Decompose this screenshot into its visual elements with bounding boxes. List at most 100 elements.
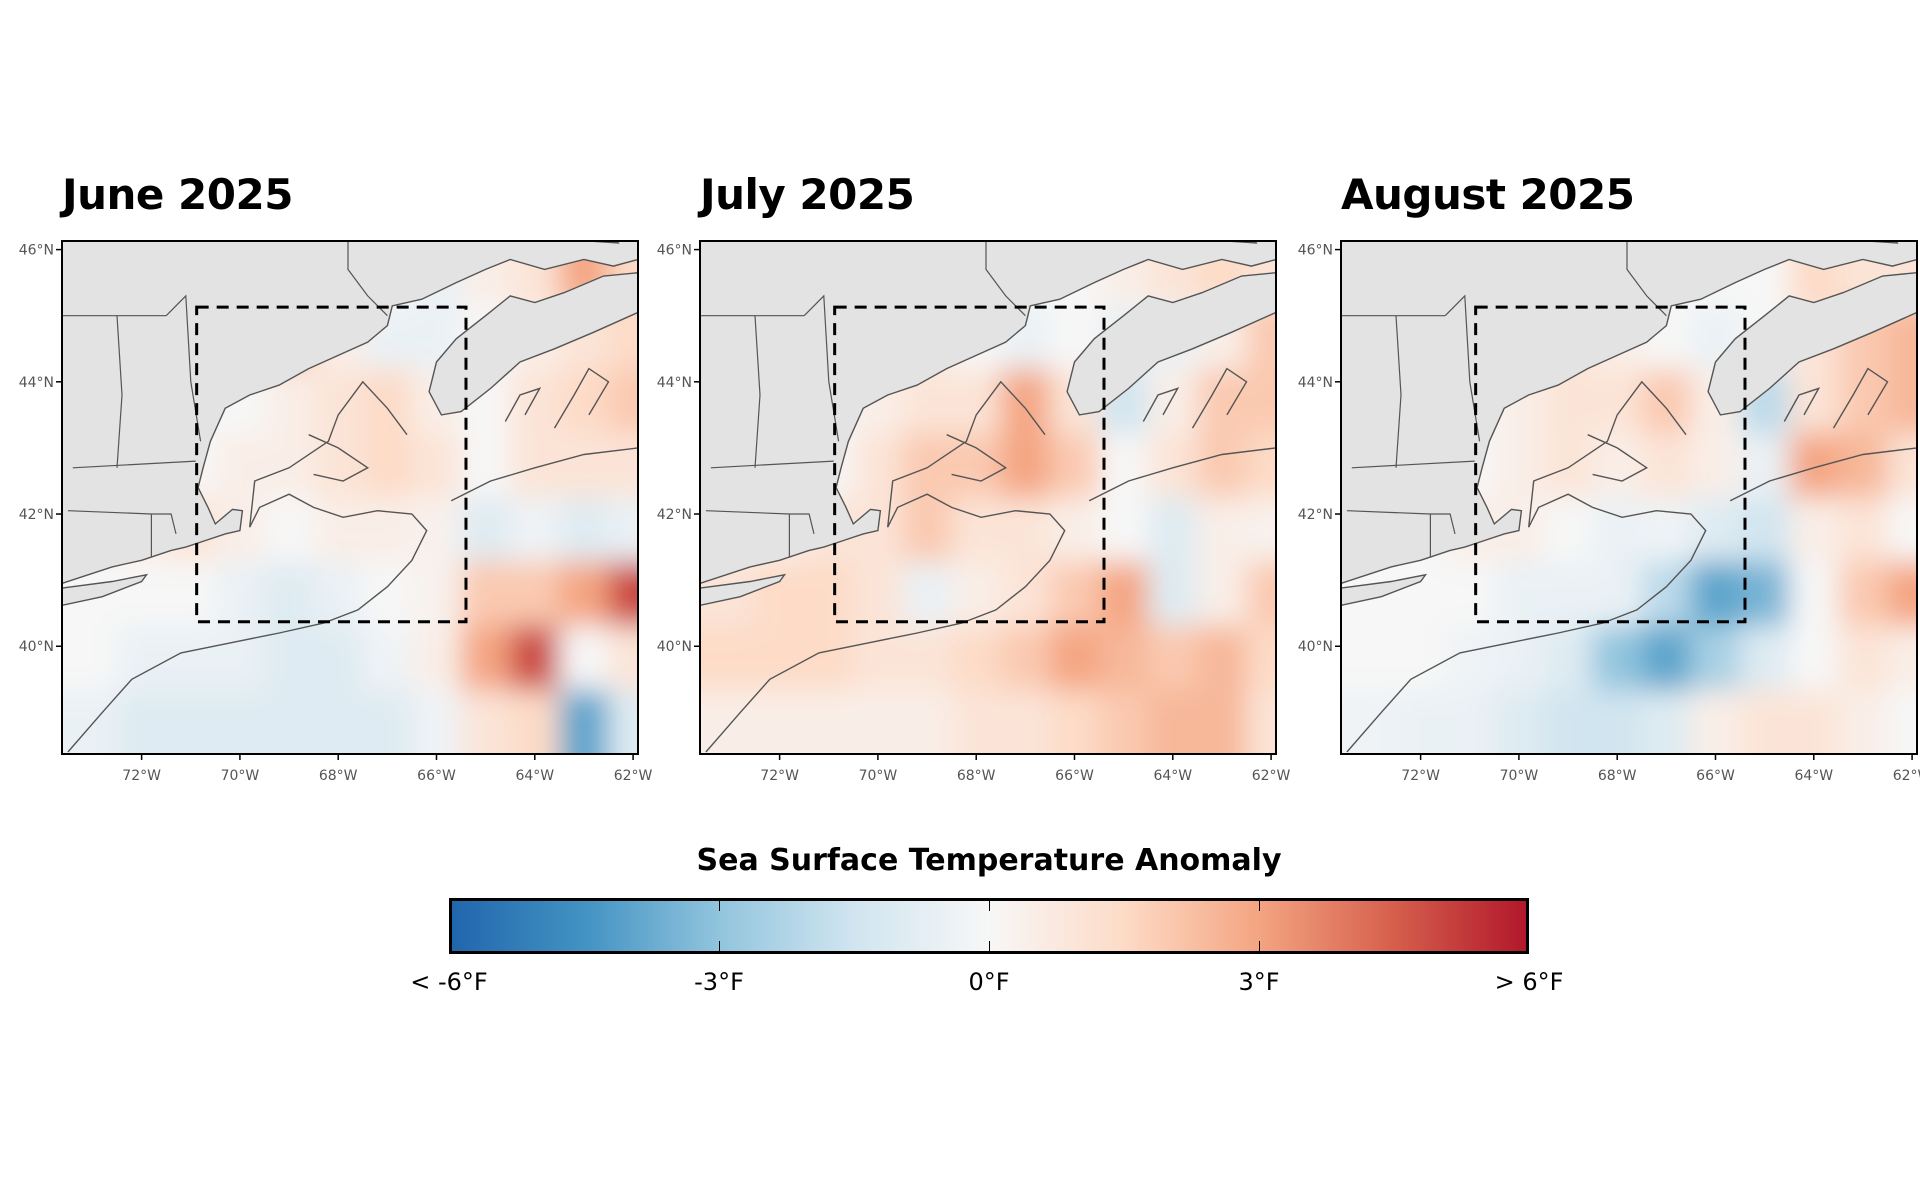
panel-title-august: August 2025 bbox=[1341, 170, 1635, 219]
heat-cell bbox=[1838, 433, 1889, 499]
heat-cell bbox=[608, 433, 638, 499]
lon-tick-label: 66°W bbox=[417, 768, 456, 784]
heat-cell bbox=[1690, 625, 1742, 691]
state-border bbox=[67, 510, 177, 535]
heat-cell bbox=[1838, 497, 1889, 563]
heat-cell bbox=[1543, 625, 1594, 691]
heat-cell bbox=[804, 561, 855, 627]
heat-cell bbox=[1049, 497, 1101, 563]
heat-cell bbox=[1740, 433, 1791, 499]
state-border bbox=[754, 315, 761, 468]
heat-cell bbox=[804, 689, 855, 754]
heat-cell bbox=[608, 497, 638, 563]
heat-cell bbox=[559, 433, 610, 499]
heat-cell bbox=[510, 689, 561, 754]
heat-cell bbox=[559, 369, 610, 435]
heat-cell bbox=[700, 689, 757, 754]
colorbar-tick-label: 3°F bbox=[1238, 968, 1280, 996]
heat-cell bbox=[510, 561, 561, 627]
heat-cell bbox=[1049, 433, 1101, 499]
heat-cell bbox=[411, 625, 463, 691]
heat-cell bbox=[755, 625, 806, 691]
heat-cell bbox=[461, 625, 512, 691]
heat-cell bbox=[951, 689, 1002, 754]
heat-cell bbox=[853, 625, 904, 691]
heat-cell bbox=[1049, 561, 1101, 627]
heat-cell bbox=[362, 561, 413, 627]
depth-contour bbox=[1832, 367, 1889, 429]
depth-contour bbox=[504, 387, 542, 422]
heat-cell bbox=[461, 497, 512, 563]
heat-cell bbox=[853, 689, 904, 754]
heat-cell bbox=[62, 625, 119, 691]
heat-cell bbox=[1740, 561, 1791, 627]
heat-cell bbox=[1494, 689, 1545, 754]
state-border bbox=[1395, 315, 1402, 468]
heat-cell bbox=[510, 369, 561, 435]
heat-cell bbox=[559, 689, 610, 754]
heat-cell bbox=[166, 625, 217, 691]
heat-cell bbox=[1445, 561, 1496, 627]
heat-cell bbox=[313, 561, 364, 627]
heat-cell bbox=[461, 689, 512, 754]
heat-cell bbox=[510, 497, 561, 563]
heat-cell bbox=[1049, 689, 1101, 754]
heat-cell bbox=[1099, 561, 1150, 627]
heat-cell bbox=[1740, 689, 1791, 754]
heat-cell bbox=[264, 625, 315, 691]
heat-cell bbox=[313, 433, 364, 499]
heat-cell bbox=[1789, 369, 1840, 435]
heat-cell bbox=[1000, 497, 1051, 563]
heat-cell bbox=[1838, 689, 1889, 754]
heat-cell bbox=[951, 561, 1002, 627]
state-border bbox=[72, 460, 196, 469]
heat-cell bbox=[1641, 689, 1692, 754]
heat-cell bbox=[1789, 689, 1840, 754]
colorbar-tick-label: 0°F bbox=[968, 968, 1010, 996]
colorbar-tick bbox=[719, 901, 720, 911]
heat-cell bbox=[461, 561, 512, 627]
heat-cell bbox=[264, 497, 315, 563]
depth-contour bbox=[1729, 447, 1917, 502]
heat-cell bbox=[902, 433, 953, 499]
land-li bbox=[62, 573, 149, 607]
heat-cell bbox=[510, 625, 561, 691]
heat-cell bbox=[1246, 625, 1276, 691]
heat-cell bbox=[1148, 497, 1199, 563]
heat-cell bbox=[1494, 625, 1545, 691]
lat-tick-label: 44°N bbox=[657, 375, 692, 391]
heat-cell bbox=[1099, 625, 1150, 691]
state-border bbox=[116, 315, 123, 468]
heat-cell bbox=[1592, 689, 1643, 754]
lon-tick-label: 70°W bbox=[1500, 768, 1539, 784]
heat-cell bbox=[510, 433, 561, 499]
heat-cell bbox=[1246, 433, 1276, 499]
heat-cell bbox=[1690, 497, 1742, 563]
colorbar-tick-label: < -6°F bbox=[410, 968, 488, 996]
heat-cell bbox=[1000, 433, 1051, 499]
heat-cell bbox=[264, 689, 315, 754]
colorbar-tick-label: -3°F bbox=[694, 968, 744, 996]
map-panel-july: 72°W 70°W 68°W 66°W 64°W 62°W 46°N 44°N 42°N 40°N bbox=[657, 240, 1291, 784]
state-border bbox=[1346, 510, 1456, 535]
lon-tick-label: 70°W bbox=[221, 768, 260, 784]
heat-cell bbox=[411, 433, 463, 499]
heat-cell bbox=[1543, 497, 1594, 563]
lon-tick-label: 68°W bbox=[1598, 768, 1637, 784]
lat-tick-label: 40°N bbox=[1298, 639, 1333, 655]
heat-cell bbox=[755, 561, 806, 627]
heat-cell bbox=[1592, 369, 1643, 435]
heat-cell bbox=[411, 689, 463, 754]
heat-cell bbox=[1592, 433, 1643, 499]
colorbar-tick bbox=[1259, 901, 1260, 911]
heat-cell bbox=[608, 369, 638, 435]
lon-tick-label: 62°W bbox=[614, 768, 653, 784]
heat-cell bbox=[1494, 433, 1545, 499]
depth-contour bbox=[1346, 380, 1707, 753]
colorbar-tick bbox=[1259, 941, 1260, 951]
state-border bbox=[705, 510, 815, 535]
heat-cell bbox=[1592, 497, 1643, 563]
heat-cell bbox=[1592, 561, 1643, 627]
heat-cell bbox=[1641, 561, 1692, 627]
heat-cell bbox=[117, 561, 168, 627]
